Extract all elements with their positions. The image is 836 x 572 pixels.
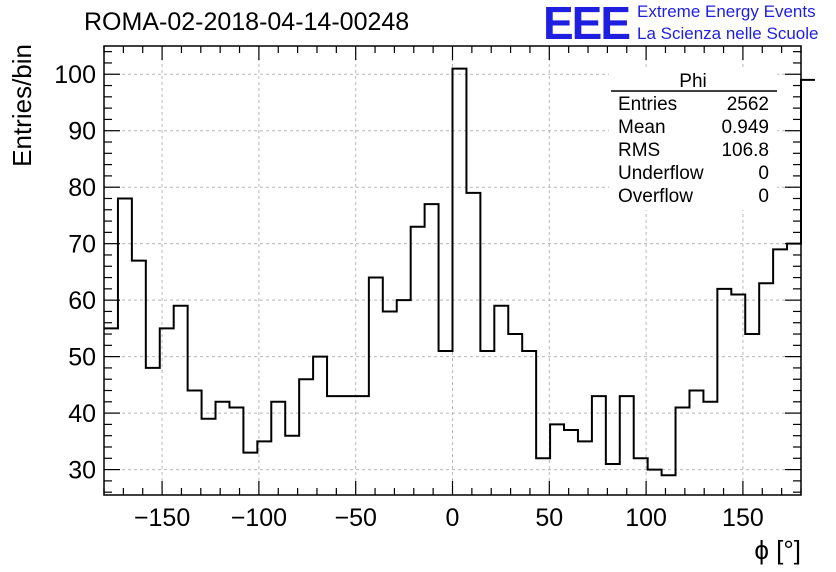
y-axis-label: Entries/bin: [7, 44, 37, 167]
histogram-line: [104, 67, 815, 477]
stats-box: Phi Entries 2562 Mean 0.949 RMS 106.8 Underflo…: [609, 68, 777, 210]
stats-label: Overflow: [618, 186, 693, 207]
y-tick-label: 40: [68, 400, 96, 428]
logo-caption-line2: La Scienza nelle Scuole: [637, 24, 819, 43]
stats-value: 0.949: [721, 117, 769, 138]
x-tick-label: −100: [231, 504, 287, 532]
logo-caption-line1: Extreme Energy Events: [637, 2, 816, 21]
y-tick-label: 60: [68, 287, 96, 315]
stats-box-title: Phi: [679, 71, 706, 92]
x-axis: −150 −100 −50 0 50 100 150: [103, 46, 802, 532]
x-axis-label: ϕ [°]: [754, 535, 801, 565]
stats-label: Entries: [618, 94, 677, 115]
stats-label: Mean: [618, 117, 666, 138]
x-tick-label: 50: [535, 504, 563, 532]
y-axis: 30 40 50 60 70 80 90 100: [54, 51, 801, 493]
x-tick-label: −150: [134, 504, 190, 532]
y-tick-label: 50: [68, 344, 96, 372]
x-tick-label: 0: [446, 504, 460, 532]
stats-label: Underflow: [618, 163, 704, 184]
plot-title: ROMA-02-2018-04-14-00248: [84, 8, 410, 36]
y-tick-label: 90: [68, 118, 96, 146]
y-tick-label: 80: [68, 174, 96, 202]
stats-value: 0: [758, 186, 769, 207]
stats-value: 106.8: [721, 140, 769, 161]
y-tick-label: 100: [54, 61, 96, 89]
x-tick-label: 100: [625, 504, 667, 532]
stats-value: 0: [758, 163, 769, 184]
stats-label: RMS: [618, 140, 660, 161]
x-tick-label: 150: [722, 504, 764, 532]
y-tick-label: 70: [68, 231, 96, 259]
y-tick-label: 30: [68, 457, 96, 485]
stats-value: 2562: [727, 94, 769, 115]
x-tick-label: −50: [334, 504, 376, 532]
eee-logo: EEE: [543, 0, 631, 49]
